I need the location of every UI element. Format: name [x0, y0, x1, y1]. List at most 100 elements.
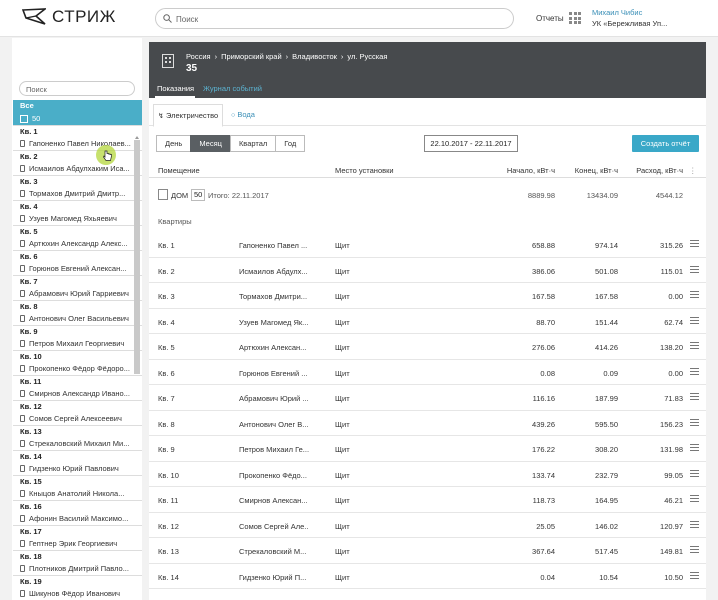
row-menu-icon[interactable] [690, 444, 699, 453]
tree-resident-item[interactable]: Абрамович Юрий Гарриевич [13, 288, 142, 301]
create-report-button[interactable]: Создать отчёт [632, 135, 699, 152]
tree-apartment-header[interactable]: Кв. 14 [13, 450, 142, 463]
period-month-button[interactable]: Месяц [190, 135, 231, 152]
tree-apartment-header[interactable]: Кв. 15 [13, 475, 142, 488]
house-total-row[interactable]: ДОМ 50 Итого: 22.11.2017 8889.98 13434.0… [149, 185, 706, 205]
breadcrumb-country[interactable]: Россия [186, 52, 211, 61]
reports-link[interactable]: Отчеты [536, 14, 564, 23]
tree-resident-item[interactable]: Исмаилов Абдулхаким Иса... [13, 163, 142, 176]
cell-usage: 0.00 [668, 292, 683, 301]
column-place[interactable]: Место установки [335, 166, 394, 175]
tree-apartment-header[interactable]: Кв. 13 [13, 425, 142, 438]
tree-apartment-header[interactable]: Кв. 17 [13, 525, 142, 538]
breadcrumb-region[interactable]: Приморский край [221, 52, 282, 61]
tree-apartment-header[interactable]: Кв. 11 [13, 375, 142, 388]
tree-resident-item[interactable]: Гидзенко Юрий Павлович [13, 463, 142, 476]
row-menu-icon[interactable] [690, 265, 699, 275]
tree-apartment-header[interactable]: Кв. 18 [13, 550, 142, 563]
column-start[interactable]: Начало, кВт·ч [506, 166, 555, 175]
tree-apartment-header[interactable]: Кв. 19 [13, 575, 142, 588]
sidebar-search-input[interactable]: Поиск [19, 81, 135, 96]
table-row[interactable]: Кв. 2 Исмаилов Абдулх... Щит 386.06 501.08 11… [149, 258, 706, 283]
table-row[interactable]: Кв. 8 Антонович Олег В... Щит 439.26 595.50 1… [149, 411, 706, 436]
row-menu-icon[interactable] [690, 367, 699, 377]
breadcrumb-street[interactable]: ул. Русская [347, 52, 388, 61]
tab-readings[interactable]: Показания [157, 84, 195, 93]
row-menu-icon[interactable] [690, 316, 699, 326]
row-menu-icon[interactable] [690, 393, 699, 402]
column-settings-icon[interactable]: ⋮ [689, 166, 697, 175]
tree-apartment-header[interactable]: Кв. 6 [13, 250, 142, 263]
tree-apartment-header[interactable]: Кв. 5 [13, 225, 142, 238]
tree-apartment-header[interactable]: Кв. 2 [13, 150, 142, 163]
row-menu-icon[interactable] [690, 546, 699, 555]
tree-resident-item[interactable]: Петров Михаил Георгиевич [13, 338, 142, 351]
tree-apartment-header[interactable]: Кв. 8 [13, 300, 142, 313]
tree-apartment-header[interactable]: Кв. 10 [13, 350, 142, 363]
cell-end: 974.14 [595, 241, 618, 250]
row-menu-icon[interactable] [690, 469, 699, 479]
table-row[interactable]: Кв. 1 Гапоненко Павел ... Щит 658.88 974.14 3… [149, 232, 706, 258]
table-row[interactable]: Кв. 10 Прокопенко Фёдо... Щит 133.74 232.79 9… [149, 462, 706, 487]
table-row[interactable]: Кв. 14 Гидзенко Юрий П... Щит 0.04 10.54 10.5… [149, 564, 706, 589]
tree-resident-item[interactable]: Шикунов Фёдор Иванович [13, 588, 142, 600]
tree-apartment-header[interactable]: Кв. 16 [13, 500, 142, 513]
tree-resident-item[interactable]: Кныцов Анатолий Никола... [13, 488, 142, 501]
row-menu-icon[interactable] [690, 520, 699, 530]
column-room[interactable]: Помещение [158, 166, 200, 175]
tree-resident-item[interactable]: Стрекаловский Михаил Ми... [13, 438, 142, 451]
apps-grid-icon[interactable] [569, 12, 581, 24]
tree-resident-item[interactable]: Сомов Сергей Алексеевич [13, 413, 142, 426]
table-row[interactable]: Кв. 4 Узуев Магомед Як... Щит 88.70 151.44 62… [149, 309, 706, 334]
tree-all-item[interactable]: 50 [13, 112, 142, 125]
row-menu-icon[interactable] [690, 342, 699, 351]
table-row[interactable]: Кв. 12 Сомов Сергей Але... Щит 25.05 146.02 1… [149, 513, 706, 538]
tree-resident-item[interactable]: Гептнер Эрик Георгиевич [13, 538, 142, 551]
table-row[interactable]: Кв. 7 Абрамович Юрий ... Щит 116.16 187.99 71… [149, 385, 706, 411]
tree-apartment-header[interactable]: Кв. 7 [13, 275, 142, 288]
row-menu-icon[interactable] [690, 418, 699, 428]
table-row[interactable]: Кв. 6 Горюнов Евгений ... Щит 0.08 0.09 0.00 [149, 360, 706, 385]
row-menu-icon[interactable] [690, 571, 699, 581]
tree-apartment-header[interactable]: Кв. 3 [13, 175, 142, 188]
table-row[interactable]: Кв. 5 Артюхин Алексан... Щит 276.06 414.26 13… [149, 334, 706, 360]
row-menu-icon[interactable] [690, 240, 699, 249]
global-search-input[interactable]: Поиск [155, 8, 514, 29]
tree-resident-item[interactable]: Узуев Магомед Яхьяевич [13, 213, 142, 226]
tree-resident-item[interactable]: Горюнов Евгений Алексан... [13, 263, 142, 276]
user-name[interactable]: Михаил Чибис [592, 8, 643, 17]
tree-resident-item[interactable]: Артюхин Александр Алекс... [13, 238, 142, 251]
table-row[interactable]: Кв. 3 Тормахов Дмитри... Щит 167.58 167.58 0.… [149, 283, 706, 309]
date-range-picker[interactable]: 22.10.2017 - 22.11.2017 [424, 135, 518, 152]
tree-apartment-header[interactable]: Кв. 4 [13, 200, 142, 213]
tree-resident-item[interactable]: Смирнов Александр Ивано... [13, 388, 142, 401]
tree-resident-item[interactable]: Тормахов Дмитрий Дмитр... [13, 188, 142, 201]
tree-resident-item[interactable]: Плотников Дмитрий Павло... [13, 563, 142, 576]
tree-all-header[interactable]: Все [13, 100, 142, 113]
row-menu-icon[interactable] [690, 495, 699, 504]
tree-resident-item[interactable]: Антонович Олег Васильевич [13, 313, 142, 326]
scroll-up-arrow-icon[interactable] [135, 136, 139, 139]
tree-apartment-header[interactable]: Кв. 12 [13, 400, 142, 413]
breadcrumb-city[interactable]: Владивосток [292, 52, 337, 61]
tab-electricity[interactable]: ↯ Электричество [153, 104, 224, 127]
period-day-button[interactable]: День [156, 135, 192, 152]
column-usage[interactable]: Расход, кВт·ч [636, 166, 683, 175]
sidebar-scrollbar[interactable] [134, 140, 140, 374]
table-row[interactable]: Кв. 9 Петров Михаил Ге... Щит 176.22 308.20 1… [149, 436, 706, 462]
column-end[interactable]: Конец, кВт·ч [574, 166, 618, 175]
tree-apartment-header[interactable]: Кв. 9 [13, 325, 142, 338]
table-row[interactable]: Кв. 11 Смирнов Алексан... Щит 118.73 164.95 4… [149, 487, 706, 513]
period-year-button[interactable]: Год [275, 135, 306, 152]
tree-resident-item[interactable]: Гапоненко Павел Николаев... [13, 138, 142, 151]
logo[interactable]: СТРИЖ [22, 7, 116, 27]
tab-water[interactable]: ○ Вода [227, 104, 259, 126]
row-menu-icon[interactable] [690, 291, 699, 300]
period-quarter-button[interactable]: Квартал [229, 135, 277, 152]
tree-apartment-header[interactable]: Кв. 1 [13, 125, 142, 138]
tree-resident-item[interactable]: Прокопенко Фёдор Фёдоро... [13, 363, 142, 376]
logo-icon [22, 8, 46, 25]
tree-resident-item[interactable]: Афонин Василий Максимо... [13, 513, 142, 526]
table-row[interactable]: Кв. 13 Стрекаловский М... Щит 367.64 517.45 1… [149, 538, 706, 564]
tab-event-log[interactable]: Журнал событий [203, 84, 262, 93]
